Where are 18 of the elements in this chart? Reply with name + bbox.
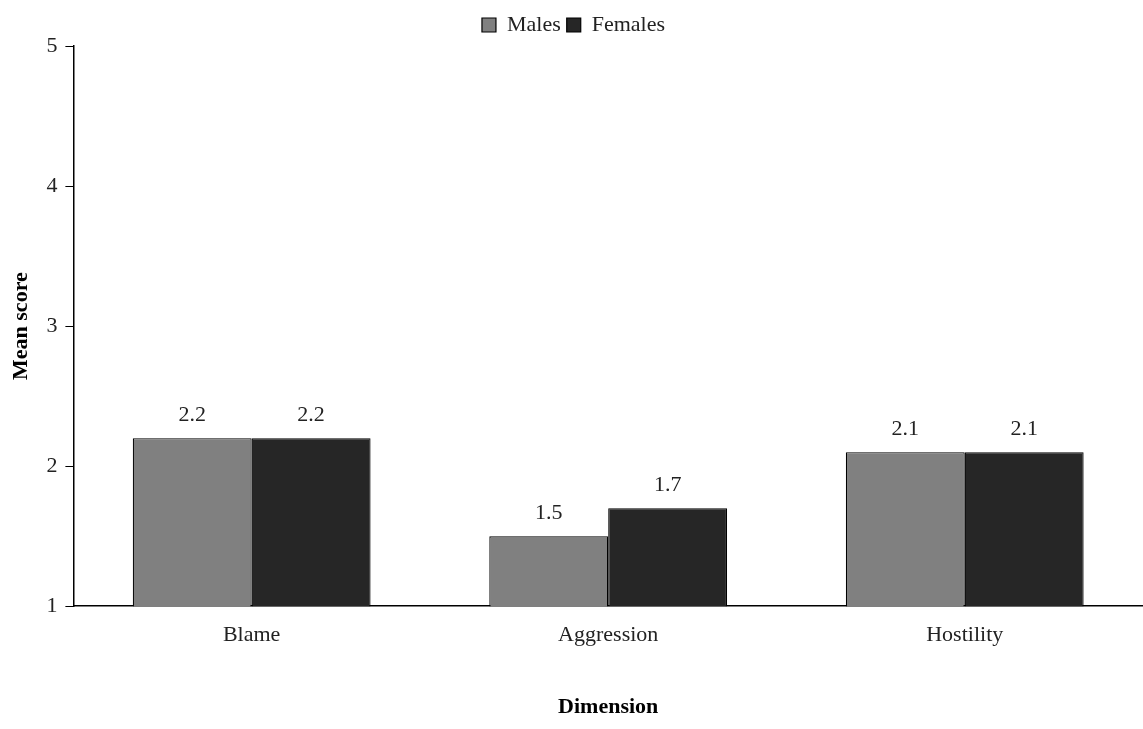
y-tick-label: 3	[46, 311, 58, 337]
legend-label: Males	[506, 10, 561, 36]
data-label: 2.1	[891, 414, 920, 440]
data-label: 2.1	[1010, 414, 1038, 440]
data-label: 1.5	[535, 498, 563, 524]
y-tick-label: 5	[46, 31, 58, 57]
y-tick-label: 1	[46, 591, 58, 617]
x-tick-label: Blame	[222, 621, 281, 647]
data-label: 2.2	[178, 400, 206, 426]
y-axis-title: Mean score	[6, 272, 32, 380]
x-tick-label: Aggression	[558, 621, 659, 647]
x-axis-title: Dimension	[558, 693, 659, 719]
x-tick-label: Hostility	[926, 621, 1004, 647]
data-label: 2.2	[297, 400, 325, 426]
legend-label: Females	[591, 10, 666, 36]
data-label: 1.7	[653, 470, 682, 496]
y-tick-label: 2	[46, 451, 58, 477]
y-tick-label: 4	[46, 171, 58, 197]
